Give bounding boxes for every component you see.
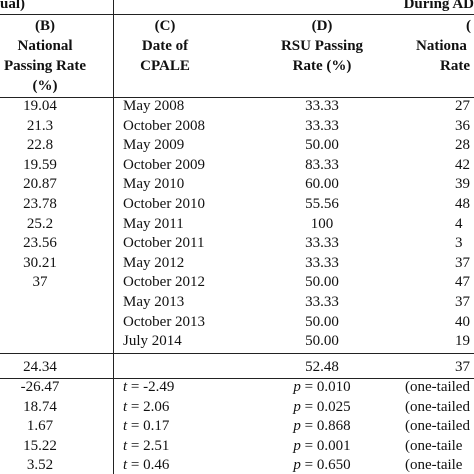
national-rate: 37 [455,254,470,271]
national-rate: 22.8 [26,137,54,154]
exam-date: May 2012 [123,254,185,271]
exam-date: May 2011 [123,215,184,232]
t-statistic: t = 0.17 [123,418,170,434]
mean-value: 52.48 [305,359,339,375]
rsu-rate: 60.00 [305,176,339,193]
rsu-rate: 33.33 [305,98,339,114]
p-value: p = 0.650 [293,457,351,473]
national-rate: 25.2 [26,215,54,232]
exam-date: October 2011 [123,235,205,252]
rsu-rate: 33.33 [305,117,339,134]
rsu-rate: 55.56 [305,196,339,212]
rsu-rate: 33.33 [305,254,339,271]
test-note: (one-taile [405,457,463,473]
p-value: p = 0.010 [293,379,351,395]
national-rate: 40 [455,313,470,330]
exam-date: May 2013 [123,294,185,310]
exam-date: October 2012 [123,274,206,291]
column-heading: National [17,38,73,54]
mean-value: 37 [455,359,470,375]
summary-rule [0,378,474,379]
column-heading: Rate [440,58,470,74]
test-note: (one-tailed [405,379,470,395]
test-note: (one-tailed [405,398,470,415]
national-rate: 4 [455,215,463,232]
exam-date: October 2009 [123,156,206,173]
difference: 3.52 [26,457,54,473]
column-label: (C) [154,18,176,34]
national-rate: 36 [455,117,470,134]
national-rate: 42 [455,156,470,173]
exam-date: October 2008 [123,117,206,134]
national-rate: 48 [455,196,470,212]
t-statistic: t = -2.49 [123,379,175,395]
exam-date: October 2013 [123,313,206,330]
national-rate: 21.3 [26,117,54,134]
national-rate: 3 [455,235,463,252]
p-value: p = 0.001 [293,437,351,454]
national-rate: 19.59 [23,156,57,173]
header-rule [0,14,474,15]
rsu-rate: 50.00 [305,313,339,330]
difference: -26.47 [20,379,60,395]
header-rule [0,97,474,98]
exam-date: May 2010 [123,176,185,193]
t-statistic: t = 2.51 [123,437,170,454]
rsu-rate: 33.33 [305,294,339,310]
mean-value: 24.34 [23,359,57,375]
national-rate: 19.04 [23,98,57,114]
rsu-rate: 50.00 [305,137,339,154]
national-rate: 37 [32,274,48,291]
difference: 1.67 [26,418,54,434]
group-header: During AD [403,0,474,12]
column-heading: Nationa [416,38,467,54]
exam-date: May 2009 [123,137,185,154]
rsu-rate: 33.33 [305,235,339,252]
national-rate: 47 [455,274,470,291]
column-heading: CPALE [140,58,190,74]
exam-date: May 2008 [123,98,185,114]
column-heading: RSU Passing [280,38,364,54]
test-note: (one-taile [405,437,463,454]
t-statistic: t = 0.46 [123,457,170,473]
national-rate: 23.78 [23,196,57,212]
national-rate: 30.21 [23,254,57,271]
exam-date: October 2010 [123,196,206,212]
rsu-rate: 83.33 [305,156,339,173]
exam-date: July 2014 [123,333,182,350]
column-heading: Passing Rate [3,58,87,74]
difference: 15.22 [23,437,57,454]
national-rate: 19 [455,333,470,350]
p-value: p = 0.868 [293,418,351,434]
t-statistic: t = 2.06 [123,398,170,415]
rsu-rate: 50.00 [305,274,339,291]
column-heading: Rate (%) [292,58,352,74]
test-note: (one-tailed [405,418,470,434]
p-value: p = 0.025 [293,398,351,415]
column-heading: (%) [32,78,58,94]
column-heading: Date of [141,38,189,54]
difference: 18.74 [23,398,57,415]
national-rate: 28 [455,137,470,154]
national-rate: 23.56 [23,235,57,252]
column-divider [113,0,114,474]
column-label: (B) [35,18,55,34]
national-rate: 27 [455,98,470,114]
body-rule [0,353,474,354]
national-rate: 37 [455,294,470,310]
rsu-rate: 100 [310,215,334,232]
group-header: ual) [0,0,26,12]
column-label: ( [466,18,471,34]
column-label: (D) [311,18,333,34]
national-rate: 39 [455,176,470,193]
national-rate: 20.87 [23,176,57,193]
rsu-rate: 50.00 [305,333,339,350]
